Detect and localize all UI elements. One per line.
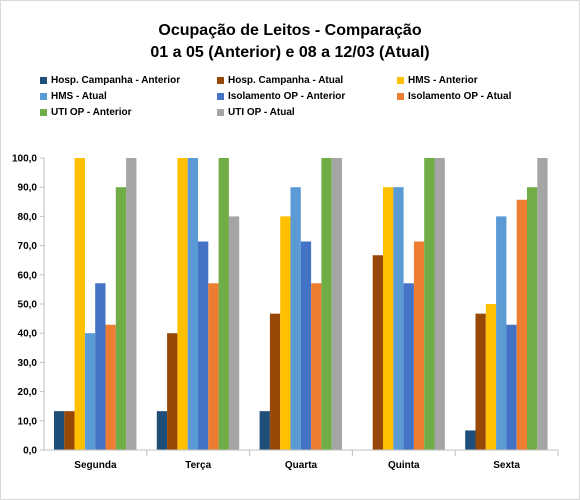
y-tick-label: 80,0: [18, 212, 38, 223]
legend-label: Isolamento OP - Anterior: [228, 90, 346, 102]
bar: [465, 430, 476, 450]
bar: [74, 158, 85, 450]
bar: [84, 333, 96, 450]
legend-swatch: [40, 76, 47, 84]
bar: [187, 158, 198, 450]
bar: [167, 333, 178, 450]
y-tick-label: 30,0: [18, 358, 38, 369]
legend-item: HMS - Anterior: [397, 73, 478, 87]
bar: [228, 216, 240, 450]
bar: [321, 158, 332, 450]
legend-swatch: [40, 108, 47, 116]
bar: [331, 158, 342, 450]
legend-label: HMS - Anterior: [408, 74, 478, 86]
x-tick-label: Sexta: [493, 460, 520, 471]
y-tick-label: 0,0: [23, 446, 37, 457]
chart-title-line-1: Ocupação de Leitos - Comparação: [158, 22, 422, 39]
legend-label: UTI OP - Atual: [228, 106, 295, 118]
x-tick-label: Terça: [185, 460, 211, 471]
bar: [372, 255, 383, 450]
legend: Hosp. Campanha - Anterior Hosp. Campanha …: [0, 0, 580, 130]
bar: [485, 304, 497, 450]
legend-item: UTI OP - Atual: [217, 105, 295, 119]
bar: [208, 283, 219, 450]
legend-swatch: [217, 108, 224, 116]
bar: [475, 313, 486, 450]
y-tick-label: 60,0: [18, 270, 38, 281]
bar: [383, 187, 394, 450]
bar: [311, 283, 322, 450]
y-tick-label: 10,0: [18, 416, 38, 427]
bar: [300, 241, 312, 450]
x-tick-label: Quarta: [285, 460, 318, 471]
chart-title-line-2: 01 a 05 (Anterior) e 08 a 12/03 (Atual): [150, 44, 430, 61]
legend-label: HMS - Atual: [51, 90, 107, 102]
legend-swatch: [217, 76, 224, 84]
bar: [434, 158, 445, 450]
legend-item: Isolamento OP - Anterior: [217, 89, 345, 103]
legend-item: HMS - Atual: [40, 89, 107, 103]
legend-label: Hosp. Campanha - Anterior: [51, 74, 181, 86]
bar: [403, 283, 414, 450]
legend-item: Hosp. Campanha - Atual: [217, 73, 343, 87]
bar: [64, 411, 75, 450]
bar: [516, 199, 527, 450]
y-tick-label: 90,0: [18, 183, 38, 194]
y-tick-label: 20,0: [18, 387, 38, 398]
legend-item: Hosp. Campanha - Anterior: [40, 73, 180, 87]
bar: [54, 411, 65, 450]
y-tick-label: 50,0: [18, 300, 38, 311]
bar: [156, 411, 168, 450]
legend-item: Isolamento OP - Atual: [397, 89, 511, 103]
bar: [95, 283, 106, 450]
bar: [537, 158, 548, 450]
legend-swatch: [217, 92, 224, 100]
y-tick-label: 40,0: [18, 329, 38, 340]
bar: [177, 158, 188, 450]
x-tick-label: Segunda: [74, 460, 117, 471]
legend-swatch: [40, 92, 47, 100]
bar: [218, 158, 229, 450]
bar: [105, 324, 116, 450]
legend-item: UTI OP - Anterior: [40, 105, 132, 119]
bar: [115, 187, 127, 450]
bar: [424, 158, 435, 450]
legend-swatch: [397, 76, 404, 84]
bar: [280, 216, 291, 450]
bar: [393, 187, 404, 450]
bar: [527, 187, 538, 450]
chart-title: Ocupação de Leitos - Comparação 01 a 05 …: [0, 20, 580, 64]
legend-label: UTI OP - Anterior: [51, 106, 132, 118]
x-tick-label: Quinta: [388, 460, 420, 471]
legend-label: Hosp. Campanha - Atual: [228, 74, 344, 86]
y-tick-label: 70,0: [18, 241, 38, 252]
y-tick-label: 100,0: [12, 154, 37, 165]
bar: [413, 241, 425, 450]
legend-swatch: [397, 92, 404, 100]
legend-label: Isolamento OP - Atual: [408, 90, 512, 102]
bar: [269, 313, 281, 450]
bar: [290, 187, 301, 450]
bar: [259, 411, 270, 450]
bar: [506, 324, 517, 450]
bar: [198, 241, 209, 450]
bar: [126, 158, 137, 450]
bar: [496, 216, 507, 450]
